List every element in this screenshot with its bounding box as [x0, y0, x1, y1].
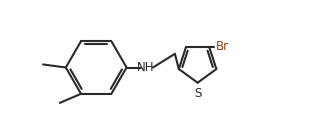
- Text: S: S: [194, 87, 201, 100]
- Text: NH: NH: [137, 61, 154, 74]
- Text: Br: Br: [216, 40, 229, 53]
